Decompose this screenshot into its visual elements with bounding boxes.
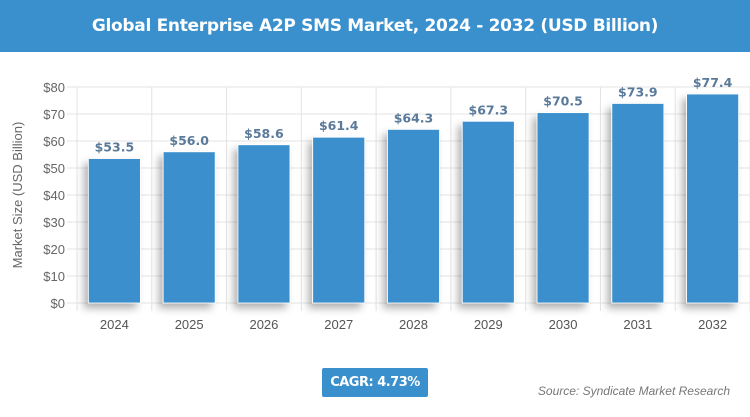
x-tick-label: 2029 xyxy=(474,317,503,332)
x-tick-label: 2024 xyxy=(100,317,129,332)
y-tick-label: $20 xyxy=(43,242,65,257)
bar xyxy=(312,136,366,304)
data-label: $58.6 xyxy=(244,126,284,141)
data-label: $61.4 xyxy=(319,118,359,133)
x-tick-label: 2026 xyxy=(249,317,278,332)
data-label: $67.3 xyxy=(469,102,509,117)
chart-title: Global Enterprise A2P SMS Market, 2024 -… xyxy=(0,0,750,52)
source-note: Source: Syndicate Market Research xyxy=(537,384,730,398)
bar xyxy=(387,128,440,304)
bar xyxy=(461,120,515,304)
x-tick-label: 2031 xyxy=(623,317,652,332)
y-tick-label: $30 xyxy=(43,215,65,230)
y-tick-label: $40 xyxy=(43,188,65,203)
data-label: $77.4 xyxy=(693,75,733,90)
data-label: $64.3 xyxy=(394,110,434,125)
bar xyxy=(237,144,291,304)
data-label: $53.5 xyxy=(95,140,135,155)
y-tick-label: $50 xyxy=(43,161,65,176)
y-tick-label: $10 xyxy=(43,269,65,284)
x-tick-label: 2030 xyxy=(549,317,578,332)
y-tick-label: $80 xyxy=(43,80,65,95)
bar xyxy=(611,103,665,304)
data-label: $73.9 xyxy=(618,84,658,99)
x-tick-label: 2025 xyxy=(175,317,204,332)
bar xyxy=(536,112,590,304)
y-tick-label: $0 xyxy=(51,296,65,311)
data-label: $70.5 xyxy=(543,94,583,109)
data-label: $56.0 xyxy=(169,133,209,148)
x-tick-label: 2032 xyxy=(698,317,727,332)
y-axis-label: Market Size (USD Billion) xyxy=(10,122,25,269)
cagr-badge: CAGR: 4.73% xyxy=(322,368,428,397)
x-tick-label: 2028 xyxy=(399,317,428,332)
y-tick-label: $70 xyxy=(43,107,65,122)
bar xyxy=(162,151,216,304)
bar xyxy=(686,93,740,304)
y-tick-label: $60 xyxy=(43,134,65,149)
bar-chart: $0 $10 $20 $30 $40 $50 $60 $70 $80 Market Size (U… xyxy=(10,75,750,332)
x-tick-label: 2027 xyxy=(324,317,353,332)
bar xyxy=(87,158,141,304)
